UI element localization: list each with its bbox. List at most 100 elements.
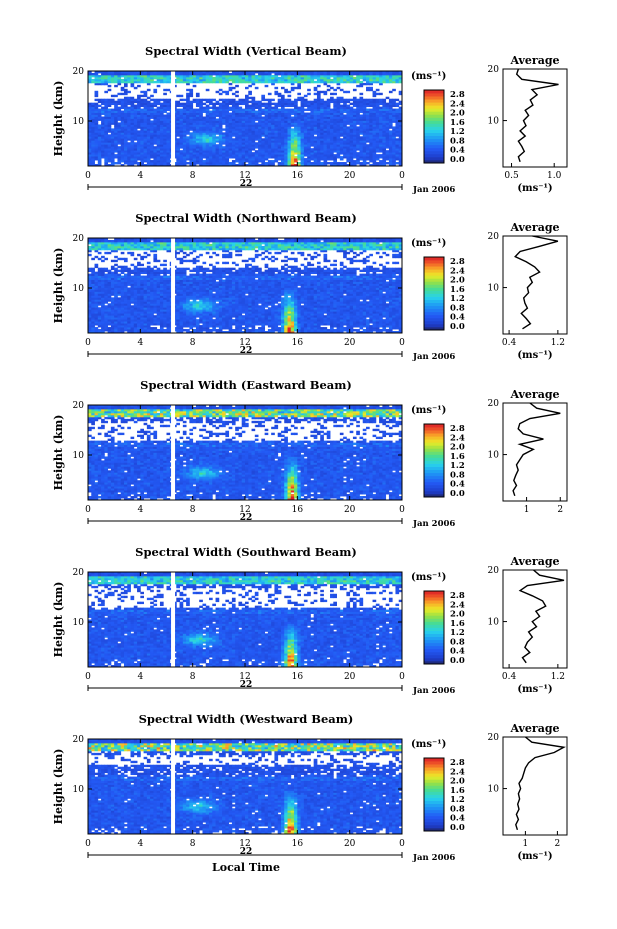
heatmap-cell [189,101,193,103]
heatmap-cell [108,109,112,111]
heatmap-cell [261,95,265,97]
heatmap-cell [274,91,278,93]
heatmap-cell [268,99,272,101]
heatmap-cell [324,101,328,103]
heatmap-cell [379,160,383,162]
heatmap-cell [350,99,354,101]
heatmap-cell [98,307,102,309]
colorbar-swatch [424,111,444,114]
heatmap-cell [186,93,190,95]
heatmap-cell [278,162,282,164]
heatmap-cell [284,109,288,111]
heatmap-cell [350,107,354,109]
heatmap-cell [320,162,324,164]
heatmap-cell [157,107,161,109]
heatmap-cell [366,144,370,146]
heatmap-cell [222,128,226,130]
heatmap-cell [121,93,125,95]
heatmap-cell [392,99,396,101]
heatmap-cell [150,95,154,97]
date-label: Jan 2006 [412,185,455,195]
heatmap-cell [294,156,298,158]
heatmap-cell [337,87,341,89]
heatmap-cell [88,103,92,105]
heatmap-cell [297,97,301,99]
heatmap-cell [140,95,144,97]
heatmap-cell [376,93,380,95]
heatmap-cell [150,160,154,162]
colorbar-swatch [424,133,444,136]
heatmap-cell [91,268,95,270]
heatmap-cell [248,97,252,99]
heatmap-cell [356,126,360,128]
heatmap-cell [222,99,226,101]
heatmap-cell [346,99,350,101]
heatmap-cell [356,152,360,154]
heatmap-cell [320,91,324,93]
heatmap-cell [337,97,341,99]
colorbar-swatch [424,139,444,142]
heatmap-cell [346,126,350,128]
heatmap-cell [291,117,295,119]
heatmap-cell [104,258,108,260]
heatmap-cell [176,109,180,111]
heatmap-cell [379,107,383,109]
heatmap-cell [153,327,157,329]
heatmap-cell [271,103,275,105]
heatmap-cell [98,329,102,331]
heatmap-cell [114,85,118,87]
heatmap-cell [392,89,396,91]
heatmap-cell [153,270,157,272]
heatmap-cell [117,107,121,109]
heatmap-cell [163,268,167,270]
heatmap-cell [134,142,138,144]
heatmap-cell [186,162,190,164]
heatmap-cell [114,260,118,262]
heatmap-cell [101,117,105,119]
heatmap-cell [232,87,236,89]
heatmap-cell [137,95,141,97]
heatmap-cell [356,85,360,87]
heatmap-cell [150,268,154,270]
heatmap-cell [121,276,125,278]
heatmap-cell [176,95,180,97]
heatmap-cell [196,93,200,95]
heatmap-cell [330,87,334,89]
heatmap-cell [91,79,95,81]
heatmap-cell [212,103,216,105]
heatmap-cell [144,99,148,101]
heatmap-cell [222,132,226,134]
heatmap-cell [104,274,108,276]
colorbar-swatch [424,96,444,99]
heatmap-cell [140,256,144,258]
heatmap-cell [212,77,216,79]
heatmap-cell [111,99,115,101]
heatmap-cell [340,89,344,91]
heatmap-cell [160,270,164,272]
heatmap-cell [140,91,144,93]
heatmap-cell [202,99,206,101]
heatmap-cell [297,93,301,95]
heatmap-cell [343,162,347,164]
heatmap-cell [265,162,269,164]
heatmap-cell [395,99,399,101]
heatmap-cell [153,99,157,101]
heatmap-cell [121,252,125,254]
heatmap-cell [153,89,157,91]
heatmap-cell [108,89,112,91]
heatmap-cell [111,297,115,299]
heatmap-cell [127,142,131,144]
heatmap-cell [245,95,249,97]
heatmap-cell [366,162,370,164]
heatmap-cell [104,305,108,307]
heatmap-cell [196,99,200,101]
heatmap-cell [340,162,344,164]
day-label: 22 [240,179,253,189]
heatmap-cell [189,89,193,91]
heatmap-cell [157,85,161,87]
heatmap-cell [124,89,128,91]
heatmap-cell [225,99,229,101]
heatmap-cell [278,99,282,101]
heatmap-cell [379,154,383,156]
